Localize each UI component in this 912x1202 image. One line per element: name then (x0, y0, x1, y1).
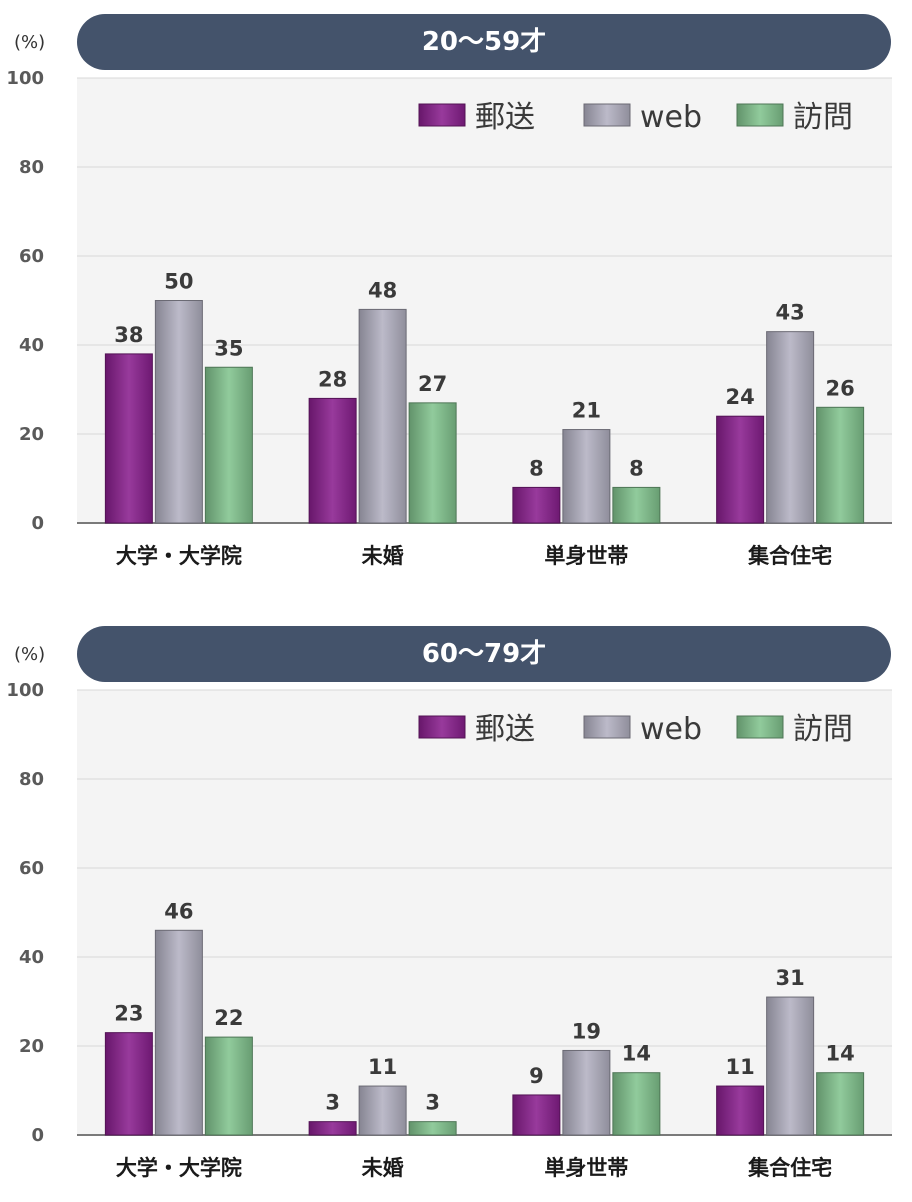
chart-title: 20〜59才 (77, 14, 891, 70)
category-label: 未婚 (362, 1156, 404, 1180)
legend-label: 訪問 (793, 712, 853, 747)
y-tick-label: 40 (19, 335, 44, 356)
bar (358, 308, 407, 524)
legend-swatch (583, 103, 631, 127)
bar (816, 1072, 865, 1136)
legend-swatch (418, 715, 466, 739)
bar (716, 1085, 765, 1136)
data-label: 11 (726, 1055, 755, 1079)
legend-label: 訪問 (793, 100, 853, 135)
y-tick-label: 80 (19, 157, 44, 178)
bar (612, 486, 661, 524)
y-unit-label: (%) (14, 644, 46, 665)
data-label: 9 (529, 1064, 544, 1088)
data-label: 35 (214, 336, 243, 360)
data-label: 3 (425, 1091, 440, 1115)
y-tick-label: 100 (6, 680, 44, 701)
bar (408, 1121, 457, 1136)
y-tick-label: 60 (19, 246, 44, 267)
bar (154, 929, 203, 1136)
data-label: 8 (529, 456, 544, 480)
data-label: 31 (776, 966, 805, 990)
bar (408, 402, 457, 524)
data-label: 38 (114, 323, 143, 347)
category-label: 集合住宅 (747, 544, 832, 568)
bar (308, 1121, 357, 1136)
data-label: 21 (572, 399, 601, 423)
category-label: 単身世帯 (544, 544, 628, 568)
data-label: 8 (629, 456, 644, 480)
data-label: 26 (826, 376, 855, 400)
y-tick-label: 80 (19, 769, 44, 790)
y-tick-label: 20 (19, 424, 44, 445)
data-label: 27 (418, 372, 447, 396)
y-tick-label: 20 (19, 1036, 44, 1057)
bar (154, 300, 203, 524)
bar (308, 397, 357, 524)
data-label: 43 (776, 301, 805, 325)
chart-panel-60-79: 60〜79才 (%) 0 20 40 60 80 100 23 46 22 大学・大学院 3 11 3 未… (0, 612, 912, 1202)
y-unit-label: (%) (14, 32, 46, 53)
bar (562, 429, 611, 524)
chart-panel-20-59: 20〜59才 (%) 0 20 40 60 80 100 38 50 35 大学・大学院 28 48 2… (0, 0, 912, 590)
legend-swatch (418, 103, 466, 127)
legend-label: 郵送 (475, 712, 535, 747)
bar (612, 1072, 661, 1136)
bar (766, 331, 815, 524)
bar (512, 1094, 561, 1136)
bar-chart-20-59: 0 20 40 60 80 100 38 50 35 大学・大学院 28 48 27 未婚 8 21 8 単身世帯… (6, 68, 892, 568)
legend-label: web (640, 712, 702, 747)
y-tick-label: 100 (6, 68, 44, 89)
bar-chart-60-79: 0 20 40 60 80 100 23 46 22 大学・大学院 3 11 3 未婚 9 19 14 単身世帯 1… (6, 680, 892, 1180)
data-label: 46 (164, 899, 193, 923)
data-label: 50 (164, 270, 193, 294)
y-tick-label: 60 (19, 858, 44, 879)
bar (766, 996, 815, 1136)
category-label: 単身世帯 (544, 1156, 628, 1180)
data-label: 14 (826, 1042, 855, 1066)
data-label: 48 (368, 278, 397, 302)
data-label: 3 (325, 1091, 340, 1115)
legend-swatch (736, 103, 784, 127)
bar (816, 406, 865, 524)
y-tick-label: 0 (31, 513, 44, 534)
bar (716, 415, 765, 524)
data-label: 28 (318, 367, 347, 391)
y-tick-label: 0 (31, 1125, 44, 1146)
category-label: 未婚 (362, 544, 404, 568)
legend-label: web (640, 100, 702, 135)
legend-swatch (736, 715, 784, 739)
data-label: 22 (214, 1006, 243, 1030)
category-label: 大学・大学院 (116, 1156, 242, 1180)
data-label: 19 (572, 1019, 601, 1043)
bar (512, 486, 561, 524)
bar (358, 1085, 407, 1136)
chart-title: 60〜79才 (77, 626, 891, 682)
category-label: 大学・大学院 (116, 544, 242, 568)
data-label: 24 (726, 385, 755, 409)
bar (104, 353, 153, 524)
bar (204, 1036, 253, 1136)
bar (104, 1032, 153, 1136)
legend-swatch (583, 715, 631, 739)
data-label: 11 (368, 1055, 397, 1079)
data-label: 14 (622, 1042, 651, 1066)
data-label: 23 (114, 1002, 143, 1026)
bar (562, 1049, 611, 1136)
legend-label: 郵送 (475, 100, 535, 135)
y-tick-label: 40 (19, 947, 44, 968)
category-label: 集合住宅 (747, 1156, 832, 1180)
bar (204, 366, 253, 524)
